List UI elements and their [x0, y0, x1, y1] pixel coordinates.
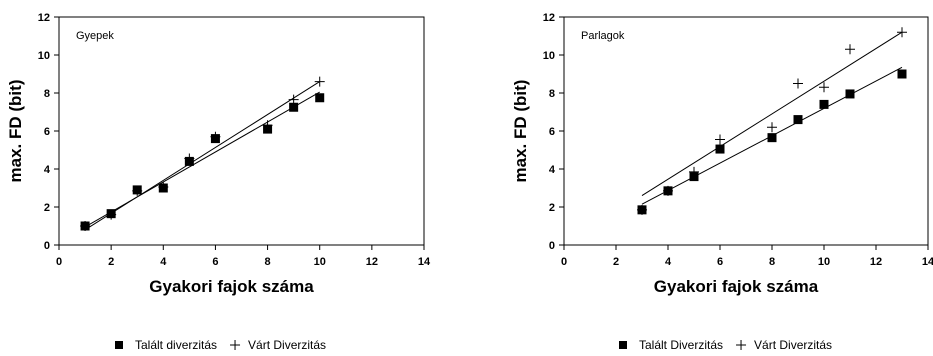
- y-tick-label: 4: [549, 164, 556, 176]
- y-tick-label: 12: [543, 12, 555, 24]
- x-tick-label: 14: [418, 256, 431, 268]
- x-tick-label: 0: [56, 256, 62, 268]
- data-point-square: [315, 93, 325, 103]
- legend-label-found: Talált Diverzitás: [639, 338, 723, 352]
- data-point-plus: [80, 221, 91, 231]
- data-point-plus: [793, 78, 803, 89]
- data-point-plus: [689, 166, 699, 177]
- y-tick-label: 2: [549, 202, 555, 214]
- y-tick-label: 0: [549, 240, 555, 252]
- y-tick-label: 12: [38, 12, 50, 24]
- y-tick-label: 8: [44, 88, 50, 100]
- legend-label-expected: Várt Diverzitás: [248, 338, 326, 352]
- series-expected: [637, 27, 907, 215]
- data-point-plus: [106, 209, 117, 220]
- data-point-plus: [663, 185, 673, 196]
- x-axis-title: Gyakori fajok száma: [654, 277, 819, 296]
- y-axis-title: max. FD (bit): [6, 80, 25, 183]
- x-tick-label: 10: [314, 256, 326, 268]
- trend-line: [84, 91, 320, 228]
- x-tick-label: 6: [212, 256, 218, 268]
- legend-label-found: Talált diverzitás: [135, 338, 217, 352]
- legend-square-marker: [619, 341, 627, 349]
- y-axis-title: max. FD (bit): [511, 80, 530, 183]
- y-tick-label: 4: [44, 164, 51, 176]
- x-tick-label: 6: [717, 256, 723, 268]
- y-tick-label: 10: [543, 50, 555, 62]
- data-point-square: [845, 89, 855, 99]
- data-point-square: [793, 115, 803, 125]
- x-tick-label: 0: [561, 256, 567, 268]
- legend-square-marker: [115, 341, 123, 349]
- data-point-plus: [845, 44, 855, 55]
- chart-panel-1: 0 2 4 6 8 10 12 0 2 4 6 8 10 12 14 Gyakori fajok száma m…: [6, 12, 431, 352]
- y-tick-label: 2: [44, 202, 50, 214]
- legend-plus-marker: [736, 340, 747, 350]
- x-axis-title: Gyakori fajok száma: [149, 277, 314, 296]
- data-point-square: [767, 133, 777, 143]
- legend: Talált diverzitás Várt Diverzitás: [115, 338, 326, 352]
- data-point-plus: [314, 76, 325, 87]
- legend: Talált Diverzitás Várt Diverzitás: [619, 338, 832, 352]
- x-tick-label: 8: [769, 256, 775, 268]
- panel-title: Parlagok: [581, 30, 625, 42]
- y-tick-label: 6: [44, 126, 50, 138]
- x-tick-label: 12: [366, 256, 378, 268]
- data-point-square: [819, 99, 829, 109]
- x-tick-label: 8: [265, 256, 271, 268]
- legend-plus-marker: [230, 340, 241, 350]
- chart-panel-2: 0 2 4 6 8 10 12 0 2 4 6 8 10 12 14 Gyakori fajok száma m…: [511, 12, 933, 352]
- y-tick-label: 6: [549, 126, 555, 138]
- x-tick-label: 12: [870, 256, 882, 268]
- data-point-square: [897, 69, 907, 79]
- data-point-plus: [184, 153, 195, 164]
- data-point-plus: [819, 82, 829, 93]
- y-tick-label: 0: [44, 240, 50, 252]
- legend-label-expected: Várt Diverzitás: [754, 338, 832, 352]
- x-tick-label: 2: [108, 256, 114, 268]
- data-point-plus: [637, 204, 647, 215]
- data-point-plus: [767, 122, 777, 133]
- panel-title: Gyepek: [76, 30, 114, 42]
- data-point-square: [289, 102, 299, 112]
- data-point-plus: [288, 94, 299, 105]
- trend-line: [641, 31, 903, 197]
- data-point-plus: [715, 134, 725, 145]
- x-tick-label: 14: [922, 256, 933, 268]
- x-tick-label: 10: [818, 256, 830, 268]
- x-tick-label: 4: [160, 256, 167, 268]
- data-point-square: [715, 144, 725, 154]
- x-tick-label: 4: [665, 256, 672, 268]
- data-point-plus: [262, 120, 273, 131]
- y-tick-label: 10: [38, 50, 50, 62]
- series-found: [637, 66, 907, 215]
- data-point-plus: [132, 185, 143, 196]
- data-point-plus: [158, 182, 169, 193]
- series-expected: [80, 76, 325, 231]
- plot-frame: [563, 16, 929, 246]
- y-tick-label: 8: [549, 88, 555, 100]
- data-point-plus: [897, 27, 907, 38]
- trend-line: [84, 81, 320, 231]
- data-point-plus: [210, 131, 221, 142]
- x-tick-label: 2: [613, 256, 619, 268]
